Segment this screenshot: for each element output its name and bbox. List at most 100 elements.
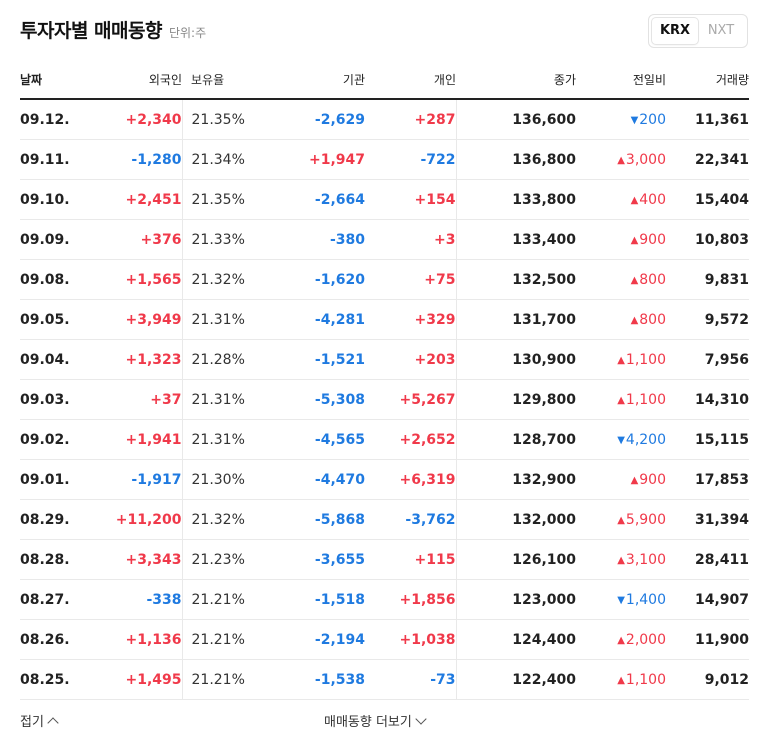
change-cell: ▲1,100 bbox=[576, 339, 666, 380]
foreign-cell: +1,565 bbox=[72, 259, 183, 300]
volume-cell: 31,394 bbox=[666, 499, 749, 540]
volume-cell: 9,831 bbox=[666, 259, 749, 300]
more-trading-button[interactable]: 매매동향 더보기 bbox=[324, 711, 427, 730]
panel-footer: 접기 매매동향 더보기 bbox=[20, 711, 749, 735]
change-value: 1,100 bbox=[625, 391, 666, 408]
holding-cell: 21.34% bbox=[182, 139, 262, 180]
individual-cell: +203 bbox=[365, 339, 457, 380]
close-cell: 132,900 bbox=[456, 459, 576, 500]
holding-cell: 21.30% bbox=[182, 459, 262, 500]
institution-cell: -5,868 bbox=[262, 499, 365, 540]
change-cell: ▲2,000 bbox=[576, 619, 666, 660]
institution-cell: -1,538 bbox=[262, 659, 365, 700]
table-row: 08.28. +3,343 21.23% -3,655 +115 126,100 ▲3,10… bbox=[20, 539, 749, 580]
nxt-toggle-button[interactable]: NXT bbox=[707, 23, 735, 38]
holding-cell: 21.21% bbox=[182, 579, 262, 620]
volume-cell: 9,572 bbox=[666, 299, 749, 340]
foreign-cell: -1,280 bbox=[72, 139, 183, 180]
triangle-down-icon: ▼ bbox=[617, 594, 625, 606]
table-row: 09.11. -1,280 21.34% +1,947 -722 136,800 ▲3,00… bbox=[20, 139, 749, 180]
change-value: 4,200 bbox=[625, 431, 666, 448]
close-cell: 131,700 bbox=[456, 299, 576, 340]
change-cell: ▲800 bbox=[576, 259, 666, 300]
triangle-up-icon: ▲ bbox=[617, 354, 625, 366]
volume-cell: 22,341 bbox=[666, 139, 749, 180]
close-cell: 122,400 bbox=[456, 659, 576, 700]
volume-cell: 28,411 bbox=[666, 539, 749, 580]
date-cell: 08.25. bbox=[20, 659, 72, 700]
individual-cell: +5,267 bbox=[365, 379, 457, 420]
table-row: 09.04. +1,323 21.28% -1,521 +203 130,900 ▲1,10… bbox=[20, 339, 749, 380]
change-cell: ▲3,000 bbox=[576, 139, 666, 180]
institution-cell: -1,521 bbox=[262, 339, 365, 380]
column-header-foreign: 외국인 bbox=[72, 60, 182, 100]
individual-cell: +329 bbox=[365, 299, 457, 340]
individual-cell: -73 bbox=[365, 659, 457, 700]
krx-toggle-button[interactable]: KRX bbox=[652, 18, 698, 44]
change-cell: ▲900 bbox=[576, 219, 666, 260]
volume-cell: 17,853 bbox=[666, 459, 749, 500]
unit-label: 단위:주 bbox=[168, 26, 207, 40]
change-value: 5,900 bbox=[625, 511, 666, 528]
table-row: 08.25. +1,495 21.21% -1,538 -73 122,400 ▲1,100… bbox=[20, 659, 749, 700]
institution-cell: -2,664 bbox=[262, 179, 365, 220]
close-cell: 124,400 bbox=[456, 619, 576, 660]
close-cell: 136,800 bbox=[456, 139, 576, 180]
date-cell: 09.08. bbox=[20, 259, 72, 300]
date-cell: 09.09. bbox=[20, 219, 72, 260]
individual-cell: -722 bbox=[365, 139, 457, 180]
close-cell: 130,900 bbox=[456, 339, 576, 380]
foreign-cell: +2,340 bbox=[72, 99, 183, 140]
foreign-cell: +2,451 bbox=[72, 179, 183, 220]
close-cell: 128,700 bbox=[456, 419, 576, 460]
change-value: 800 bbox=[639, 271, 666, 288]
institution-cell: -1,518 bbox=[262, 579, 365, 620]
close-cell: 136,600 bbox=[456, 99, 576, 140]
volume-cell: 9,012 bbox=[666, 659, 749, 700]
date-cell: 09.05. bbox=[20, 299, 72, 340]
triangle-up-icon: ▲ bbox=[630, 194, 639, 206]
holding-cell: 21.28% bbox=[182, 339, 262, 380]
change-cell: ▼200 bbox=[576, 99, 666, 140]
trading-table: 날짜 외국인 보유율 기관 개인 종가 전일비 거래량 09.12. +2,340… bbox=[20, 60, 749, 700]
date-cell: 09.04. bbox=[20, 339, 72, 380]
date-cell: 09.02. bbox=[20, 419, 72, 460]
fold-label: 접기 bbox=[20, 715, 44, 730]
triangle-up-icon: ▲ bbox=[617, 634, 625, 646]
foreign-cell: +3,949 bbox=[72, 299, 183, 340]
triangle-up-icon: ▲ bbox=[630, 234, 639, 246]
date-cell: 09.10. bbox=[20, 179, 72, 220]
change-cell: ▼4,200 bbox=[576, 419, 666, 460]
holding-cell: 21.33% bbox=[182, 219, 262, 260]
column-header-holding: 보유율 bbox=[182, 60, 262, 100]
close-cell: 132,000 bbox=[456, 499, 576, 540]
close-cell: 133,800 bbox=[456, 179, 576, 220]
volume-cell: 14,907 bbox=[666, 579, 749, 620]
foreign-cell: +37 bbox=[72, 379, 183, 420]
institution-cell: +1,947 bbox=[262, 139, 365, 180]
table-header-row: 날짜 외국인 보유율 기관 개인 종가 전일비 거래량 bbox=[20, 60, 749, 100]
holding-cell: 21.21% bbox=[182, 619, 262, 660]
individual-cell: +154 bbox=[365, 179, 457, 220]
triangle-up-icon: ▲ bbox=[617, 514, 625, 526]
foreign-cell: +1,136 bbox=[72, 619, 183, 660]
date-cell: 08.28. bbox=[20, 539, 72, 580]
change-cell: ▼1,400 bbox=[576, 579, 666, 620]
volume-cell: 10,803 bbox=[666, 219, 749, 260]
holding-cell: 21.35% bbox=[182, 179, 262, 220]
triangle-down-icon: ▼ bbox=[630, 114, 639, 126]
institution-cell: -3,655 bbox=[262, 539, 365, 580]
fold-button[interactable]: 접기 bbox=[20, 711, 59, 730]
foreign-cell: +3,343 bbox=[72, 539, 183, 580]
foreign-cell: -1,917 bbox=[72, 459, 183, 500]
foreign-cell: +11,200 bbox=[72, 499, 183, 540]
column-header-change: 전일비 bbox=[576, 60, 666, 100]
change-cell: ▲900 bbox=[576, 459, 666, 500]
date-cell: 09.11. bbox=[20, 139, 72, 180]
change-value: 3,100 bbox=[625, 551, 666, 568]
individual-cell: +1,038 bbox=[365, 619, 457, 660]
change-cell: ▲800 bbox=[576, 299, 666, 340]
change-value: 800 bbox=[639, 311, 666, 328]
holding-cell: 21.21% bbox=[182, 659, 262, 700]
change-value: 2,000 bbox=[625, 631, 666, 648]
